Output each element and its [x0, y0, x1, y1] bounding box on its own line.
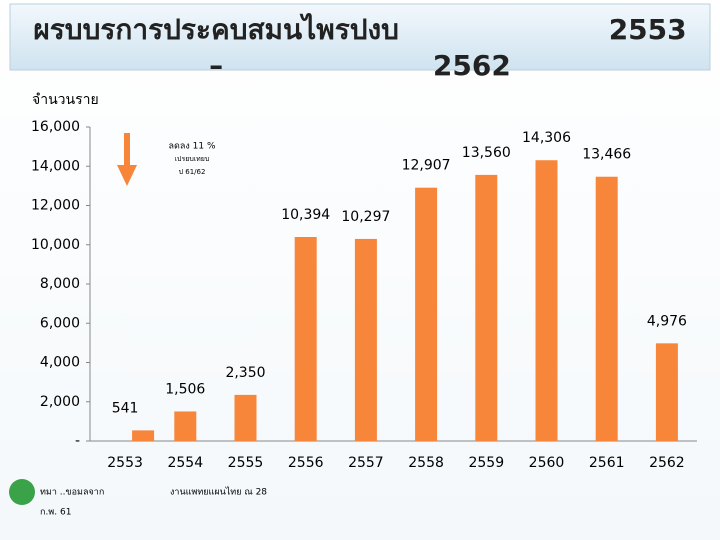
logo [9, 479, 35, 505]
source-note: ก.พ. 61 [40, 508, 71, 518]
x-tick-label: 2554 [167, 455, 203, 471]
value-label: 14,306 [522, 130, 571, 146]
y-tick-label: 16,000 [31, 119, 80, 135]
x-tick-label: 2556 [288, 455, 324, 471]
x-tick-label: 2558 [408, 455, 444, 471]
y-tick-label: 4,000 [40, 355, 80, 371]
x-tick-label: 2553 [107, 455, 143, 471]
annotation: ป 61/62 [179, 168, 206, 176]
x-tick-label: 2562 [649, 455, 685, 471]
bar [535, 160, 558, 441]
value-label: 10,394 [281, 207, 330, 223]
title-box [9, 3, 711, 71]
bar [655, 343, 678, 441]
y-tick-label: 2,000 [40, 394, 80, 410]
value-label: 10,297 [341, 209, 390, 225]
y-axis-label: จำนวนราย [32, 92, 99, 108]
x-tick-label: 2559 [468, 455, 504, 471]
bar [234, 394, 257, 441]
source-note: งานแพทยแผนไทย ณ 28 [170, 487, 267, 498]
y-tick-label: 12,000 [31, 198, 80, 214]
bar [174, 411, 197, 441]
annotation: เปรยบเทยบ [175, 155, 210, 163]
source-note: ทมา ..ขอมลจาก [40, 488, 104, 498]
value-label: 1,506 [165, 381, 205, 397]
y-tick-label: - [75, 433, 80, 449]
value-label: 4,976 [647, 313, 687, 329]
y-tick-label: 8,000 [40, 276, 80, 292]
x-tick-label: 2560 [529, 455, 565, 471]
bar [415, 187, 438, 441]
x-tick-label: 2557 [348, 455, 384, 471]
bar [595, 176, 618, 442]
annotation: ลดลง 11 % [169, 142, 216, 152]
value-label: 12,907 [402, 158, 451, 174]
title-holder: ผรบบรการประคบสมนไพรปงบ 2553 – 2562 [33, 13, 687, 82]
value-label: 13,466 [582, 147, 631, 163]
y-tick-label: 10,000 [31, 237, 80, 253]
chart-title: ผรบบรการประคบสมนไพรปงบ 2553 – 2562 [33, 13, 687, 82]
value-label: 2,350 [225, 365, 265, 381]
x-tick-label: 2555 [228, 455, 264, 471]
x-tick-label: 2561 [589, 455, 625, 471]
value-label: 13,560 [462, 145, 511, 161]
y-tick-label: 6,000 [40, 315, 80, 331]
bar [132, 430, 155, 441]
bar [475, 174, 498, 441]
down-arrow [117, 133, 137, 186]
bar [294, 237, 317, 441]
value-label: 541 [112, 400, 139, 416]
y-tick-label: 14,000 [31, 158, 80, 174]
bar [354, 238, 377, 441]
